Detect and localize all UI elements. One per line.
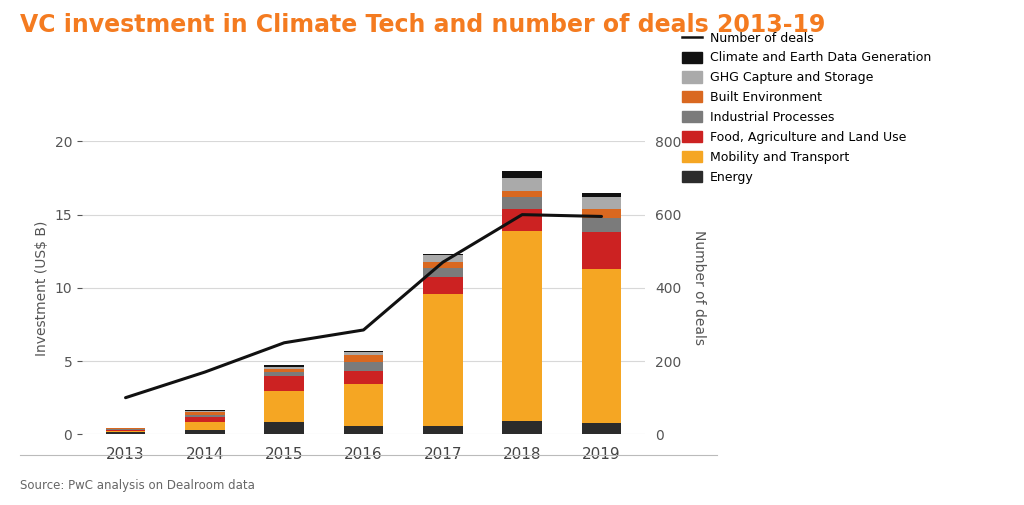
Bar	[185, 418, 224, 422]
Bar	[582, 232, 622, 269]
Bar	[503, 421, 542, 434]
Bar	[264, 391, 304, 422]
Bar	[423, 277, 463, 294]
Bar	[423, 426, 463, 434]
Bar	[582, 269, 622, 423]
Bar	[264, 366, 304, 367]
Bar	[185, 412, 224, 415]
Text: VC investment in Climate Tech and number of deals 2013-19: VC investment in Climate Tech and number…	[20, 13, 825, 37]
Bar	[264, 372, 304, 376]
Bar	[423, 262, 463, 268]
Bar	[344, 426, 383, 434]
Bar	[423, 254, 463, 255]
Bar	[264, 376, 304, 391]
Bar	[503, 197, 542, 209]
Bar	[185, 430, 224, 434]
Bar	[185, 411, 224, 412]
Bar	[105, 429, 145, 430]
Text: Source: PwC analysis on Dealroom data: Source: PwC analysis on Dealroom data	[20, 479, 255, 492]
Bar	[503, 178, 542, 191]
Y-axis label: Investment (US$ B): Investment (US$ B)	[35, 220, 49, 356]
Bar	[344, 384, 383, 426]
Bar	[582, 423, 622, 434]
Bar	[423, 268, 463, 277]
Bar	[344, 351, 383, 352]
Bar	[503, 209, 542, 231]
Bar	[264, 367, 304, 369]
Bar	[344, 355, 383, 362]
Bar	[344, 352, 383, 355]
Bar	[185, 422, 224, 430]
Bar	[582, 192, 622, 197]
Bar	[344, 371, 383, 384]
Bar	[503, 191, 542, 197]
Legend: Number of deals, Climate and Earth Data Generation, GHG Capture and Storage, Bui: Number of deals, Climate and Earth Data …	[682, 31, 931, 184]
Bar	[264, 422, 304, 434]
Bar	[582, 218, 622, 232]
Bar	[344, 362, 383, 371]
Bar	[423, 294, 463, 426]
Bar	[582, 209, 622, 218]
Bar	[185, 410, 224, 411]
Bar	[503, 231, 542, 421]
Bar	[105, 430, 145, 431]
Bar	[105, 431, 145, 432]
Bar	[105, 432, 145, 434]
Bar	[503, 171, 542, 178]
Bar	[105, 428, 145, 429]
Bar	[582, 197, 622, 209]
Bar	[185, 415, 224, 418]
Y-axis label: Number of deals: Number of deals	[692, 230, 707, 345]
Bar	[423, 255, 463, 262]
Bar	[264, 369, 304, 372]
